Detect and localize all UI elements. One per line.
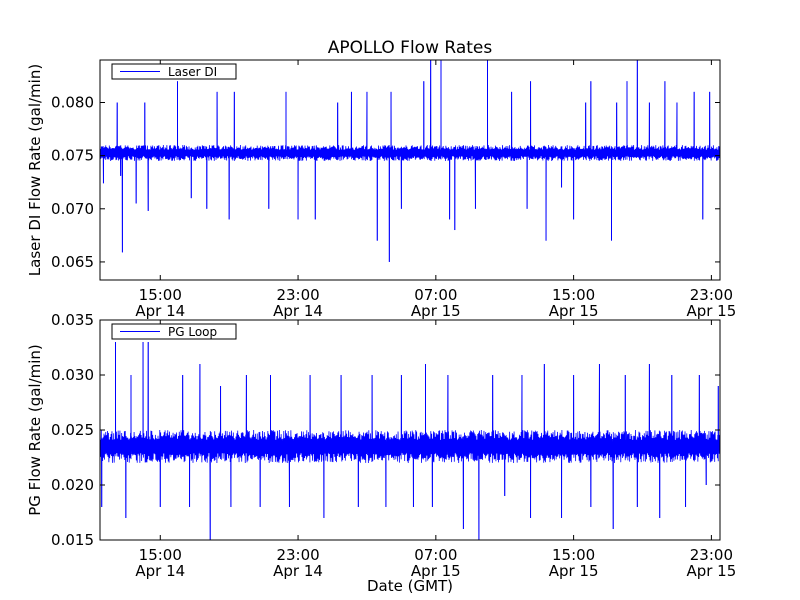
y-tick-label: 0.015 [51, 531, 94, 549]
x-tick-label-time: 15:00 [552, 546, 595, 564]
x-tick-label-date: Apr 14 [135, 302, 185, 320]
axes-frame [99, 59, 721, 281]
x-tick-label-date: Apr 15 [686, 302, 736, 320]
x-tick-label-time: 15:00 [552, 286, 595, 304]
y-tick-label: 0.030 [51, 366, 94, 384]
y-axis-label: Laser DI Flow Rate (gal/min) [26, 64, 44, 276]
y-tick-label: 0.065 [51, 253, 94, 271]
x-tick-label-time: 23:00 [690, 286, 733, 304]
x-tick-label-time: 15:00 [139, 286, 182, 304]
x-tick-label-time: 23:00 [276, 286, 319, 304]
legend-box [111, 323, 237, 340]
x-tick-label-date: Apr 15 [549, 562, 599, 580]
x-tick-label-time: 15:00 [139, 546, 182, 564]
x-tick-label-date: Apr 14 [273, 302, 323, 320]
x-tick-label-time: 07:00 [414, 286, 457, 304]
y-tick-label: 0.035 [51, 311, 94, 329]
y-axis-label: PG Flow Rate (gal/min) [26, 344, 44, 516]
y-tick-label: 0.070 [51, 200, 94, 218]
x-tick-label-date: Apr 15 [549, 302, 599, 320]
series-line-pg-loop [100, 341, 720, 540]
legend-label: PG Loop [168, 325, 217, 339]
x-tick-label-date: Apr 15 [411, 302, 461, 320]
y-tick-label: 0.080 [51, 94, 94, 112]
figure-title: APOLLO Flow Rates [328, 38, 493, 58]
x-tick-label-time: 23:00 [276, 546, 319, 564]
x-tick-label-date: Apr 14 [273, 562, 323, 580]
y-tick-label: 0.025 [51, 421, 94, 439]
x-tick-label-date: Apr 15 [411, 562, 461, 580]
figure-xlabel: Date (GMT) [367, 577, 453, 595]
x-tick-label-date: Apr 15 [686, 562, 736, 580]
y-tick-label: 0.075 [51, 147, 94, 165]
x-tick-label-time: 07:00 [414, 546, 457, 564]
x-tick-label-date: Apr 14 [135, 562, 185, 580]
legend-box [111, 63, 237, 80]
x-tick-label-time: 23:00 [690, 546, 733, 564]
y-tick-label: 0.020 [51, 476, 94, 494]
legend-label: Laser DI [168, 65, 217, 79]
